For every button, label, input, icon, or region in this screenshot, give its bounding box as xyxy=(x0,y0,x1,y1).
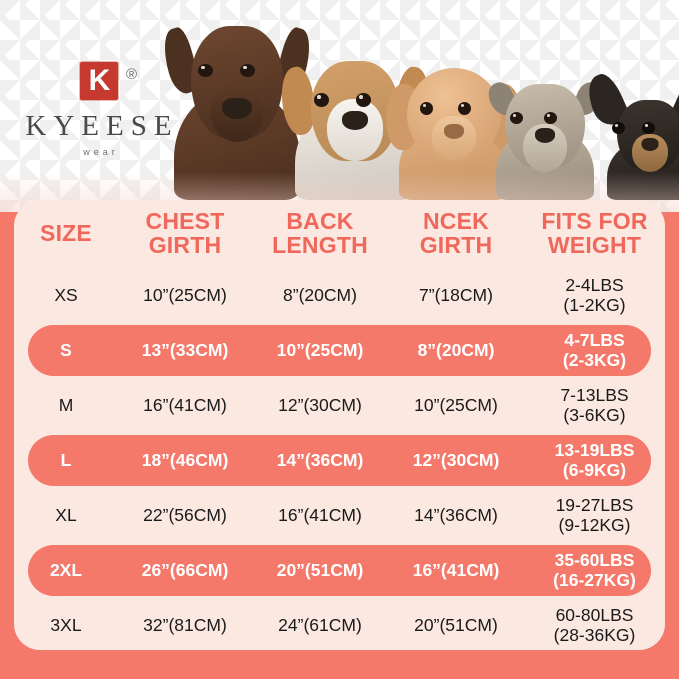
cell-fits-for-weight: 60-80LBS (28-36KG) xyxy=(553,604,636,645)
column-header-back-length: BACK LENGTH xyxy=(272,208,368,258)
cell-chest-girth: 16”(41CM) xyxy=(143,394,227,415)
cell-chest-girth: 10”(25CM) xyxy=(143,284,227,305)
cell-neck-girth: 7”(18CM) xyxy=(419,284,493,305)
table-row: 2XL 26”(66CM) 20”(51CM) 16”(41CM) 35-60LBS (… xyxy=(14,543,665,598)
brand-wordmark: KYEESE xyxy=(25,110,179,142)
table-row: 3XL 32”(81CM) 24”(61CM) 20”(51CM) 60-80LBS (… xyxy=(14,598,665,650)
table-body: XS 10”(25CM) 8”(20CM) 7”(18CM) 2-4LBS (1-2KG… xyxy=(14,268,665,650)
logo-mark-icon: K xyxy=(80,62,118,100)
table-row: XS 10”(25CM) 8”(20CM) 7”(18CM) 2-4LBS (1-2KG… xyxy=(14,268,665,323)
cell-fits-for-weight: 13-19LBS (6-9KG) xyxy=(554,439,635,480)
cell-chest-girth: 18”(46CM) xyxy=(141,449,229,470)
cell-fits-for-weight: 4-7LBS (2-3KG) xyxy=(562,329,627,370)
hero-banner: K KYEESE wear ® xyxy=(0,0,679,212)
registered-trademark-icon: ® xyxy=(126,66,138,83)
cell-neck-girth: 8”(20CM) xyxy=(417,339,495,360)
cell-neck-girth: 10”(25CM) xyxy=(414,394,498,415)
cell-chest-girth: 22”(56CM) xyxy=(143,504,227,525)
dog-schnauzer xyxy=(484,42,606,200)
row-highlight-pill xyxy=(28,545,651,596)
brand-tagline: wear xyxy=(83,147,119,157)
cell-fits-for-weight: 35-60LBS (16-27KG) xyxy=(553,549,636,590)
dog-photo-group xyxy=(157,0,679,200)
cell-back-length: 8”(20CM) xyxy=(283,284,357,305)
cell-fits-for-weight: 2-4LBS (1-2KG) xyxy=(563,274,626,315)
table-header-row: SIZE CHEST GIRTH BACK LENGTH NCEK GIRTH … xyxy=(14,200,665,268)
cell-neck-girth: 14”(36CM) xyxy=(414,504,498,525)
cell-neck-girth: 20”(51CM) xyxy=(414,614,498,635)
size-chart-table: SIZE CHEST GIRTH BACK LENGTH NCEK GIRTH … xyxy=(14,200,665,650)
table-row: M 16”(41CM) 12”(30CM) 10”(25CM) 7-13LBS (3-6… xyxy=(14,378,665,433)
cell-neck-girth: 16”(41CM) xyxy=(412,559,500,580)
cell-size: M xyxy=(58,394,74,415)
cell-size: S xyxy=(60,339,72,360)
cell-chest-girth: 13”(33CM) xyxy=(141,339,229,360)
cell-neck-girth: 12”(30CM) xyxy=(412,449,500,470)
cell-chest-girth: 26”(66CM) xyxy=(141,559,229,580)
table-row: S 13”(33CM) 10”(25CM) 8”(20CM) 4-7LBS (2-3KG… xyxy=(14,323,665,378)
dog-poodle xyxy=(386,28,522,200)
cell-fits-for-weight: 19-27LBS (9-12KG) xyxy=(555,494,634,535)
cell-size: 3XL xyxy=(50,614,82,635)
column-header-neck-girth: NCEK GIRTH xyxy=(419,208,493,258)
cell-size: 2XL xyxy=(49,559,83,580)
cell-size: XL xyxy=(55,504,77,525)
column-header-chest-girth: CHEST GIRTH xyxy=(145,208,225,258)
cell-fits-for-weight: 7-13LBS (3-6KG) xyxy=(560,384,629,425)
cell-back-length: 16”(41CM) xyxy=(278,504,362,525)
row-highlight-pill xyxy=(28,435,651,486)
cell-back-length: 20”(51CM) xyxy=(276,559,364,580)
cell-back-length: 12”(30CM) xyxy=(278,394,362,415)
cell-size: L xyxy=(60,449,72,470)
cell-back-length: 24”(61CM) xyxy=(278,614,362,635)
column-header-fits-for-weight: FITS FOR WEIGHT xyxy=(541,208,648,258)
cell-back-length: 10”(25CM) xyxy=(276,339,364,360)
table-row: L 18”(46CM) 14”(36CM) 12”(30CM) 13-19LBS (6-… xyxy=(14,433,665,488)
logo-mark-letter: K xyxy=(88,64,111,97)
brand-logo: K KYEESE wear xyxy=(14,62,184,157)
cell-back-length: 14”(36CM) xyxy=(276,449,364,470)
cell-size: XS xyxy=(54,284,78,305)
table-row: XL 22”(56CM) 16”(41CM) 14”(36CM) 19-27LBS (9… xyxy=(14,488,665,543)
column-header-size: SIZE xyxy=(40,220,92,247)
row-highlight-pill xyxy=(28,325,651,376)
cell-chest-girth: 32”(81CM) xyxy=(143,614,227,635)
